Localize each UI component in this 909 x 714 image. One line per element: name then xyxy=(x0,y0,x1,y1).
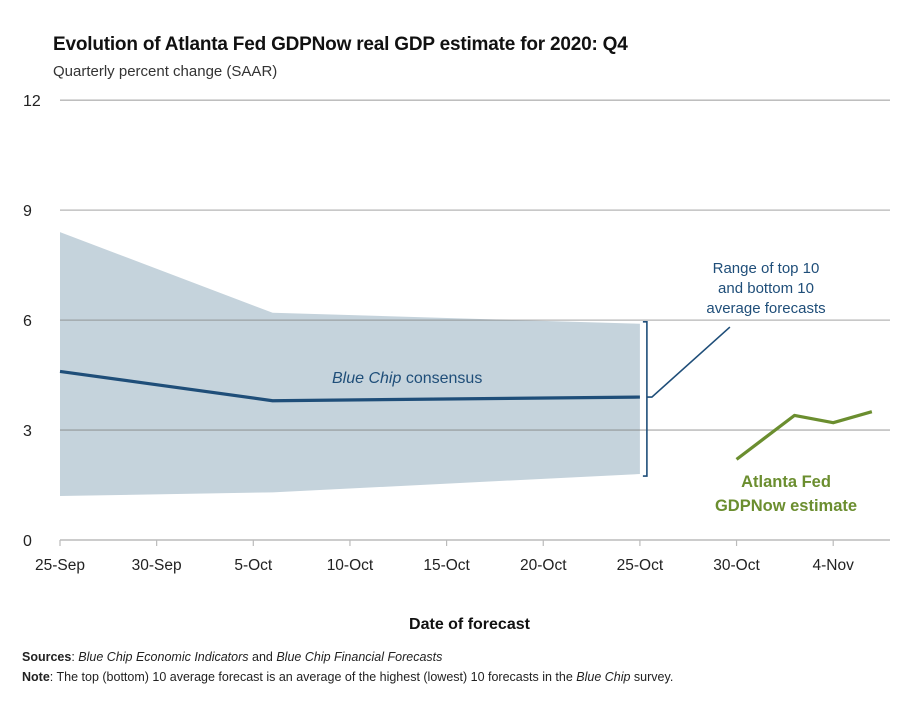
note-text: The top (bottom) 10 average forecast is … xyxy=(56,670,577,684)
y-tick-label: 6 xyxy=(23,313,32,330)
range-band xyxy=(60,232,640,497)
x-axis-title-wrap: Date of forecast xyxy=(0,616,909,634)
x-tick-label: 10-Oct xyxy=(327,557,374,574)
x-tick-label: 30-Oct xyxy=(713,557,760,574)
consensus-label: Blue Chip consensus xyxy=(332,370,482,387)
sources-sep: : xyxy=(71,650,79,664)
grid-layer xyxy=(60,99,890,431)
source-2: Blue Chip Financial Forecasts xyxy=(276,650,443,664)
gdpnow-label-line: Atlanta Fed xyxy=(741,473,831,491)
axis-layer: 0 3 6 9 12 25-Sep 30-Sep 5-Oct 10-Oct 15-Oct 20-Oc… xyxy=(23,93,890,574)
y-tick-label: 9 xyxy=(23,203,32,220)
range-label-line: and bottom 10 xyxy=(718,280,814,297)
gdpnow-label-line: GDPNow estimate xyxy=(715,497,857,515)
x-tick-label: 30-Sep xyxy=(132,557,182,574)
sources-line: Sources: Blue Chip Economic Indicators a… xyxy=(22,650,442,664)
range-label-line: Range of top 10 xyxy=(713,260,820,277)
y-tick-label: 12 xyxy=(23,93,41,110)
y-tick-label: 3 xyxy=(23,423,32,440)
x-tick-label: 20-Oct xyxy=(520,557,567,574)
x-tick-label: 5-Oct xyxy=(234,557,273,574)
chart-title: Evolution of Atlanta Fed GDPNow real GDP… xyxy=(53,34,628,55)
note-label: Note xyxy=(22,670,50,684)
source-1: Blue Chip Economic Indicators xyxy=(78,650,249,664)
consensus-line xyxy=(59,369,640,403)
x-tick-label: 25-Oct xyxy=(617,557,664,574)
x-tick-label: 25-Sep xyxy=(35,557,85,574)
sources-label: Sources xyxy=(22,650,72,664)
series-layer xyxy=(59,369,873,461)
range-label-line: average forecasts xyxy=(706,300,825,317)
x-axis-title: Date of forecast xyxy=(409,616,530,633)
annotation-layer: Blue Chip consensus Range of top 10 and bo… xyxy=(332,260,857,515)
chart-subtitle: Quarterly percent change (SAAR) xyxy=(53,63,278,80)
x-tick-label: 4-Nov xyxy=(813,557,855,574)
range-bracket-leader xyxy=(642,320,731,477)
note-line: Note: The top (bottom) 10 average foreca… xyxy=(22,670,673,684)
y-tick-label: 0 xyxy=(23,533,32,550)
gdpnow-line xyxy=(735,410,873,461)
sources-and: and xyxy=(248,650,277,664)
note-text-end: survey. xyxy=(630,670,674,684)
band-layer xyxy=(60,232,640,497)
x-tick-label: 15-Oct xyxy=(423,557,470,574)
note-sep: : xyxy=(49,670,57,684)
note-italic: Blue Chip xyxy=(576,670,631,684)
